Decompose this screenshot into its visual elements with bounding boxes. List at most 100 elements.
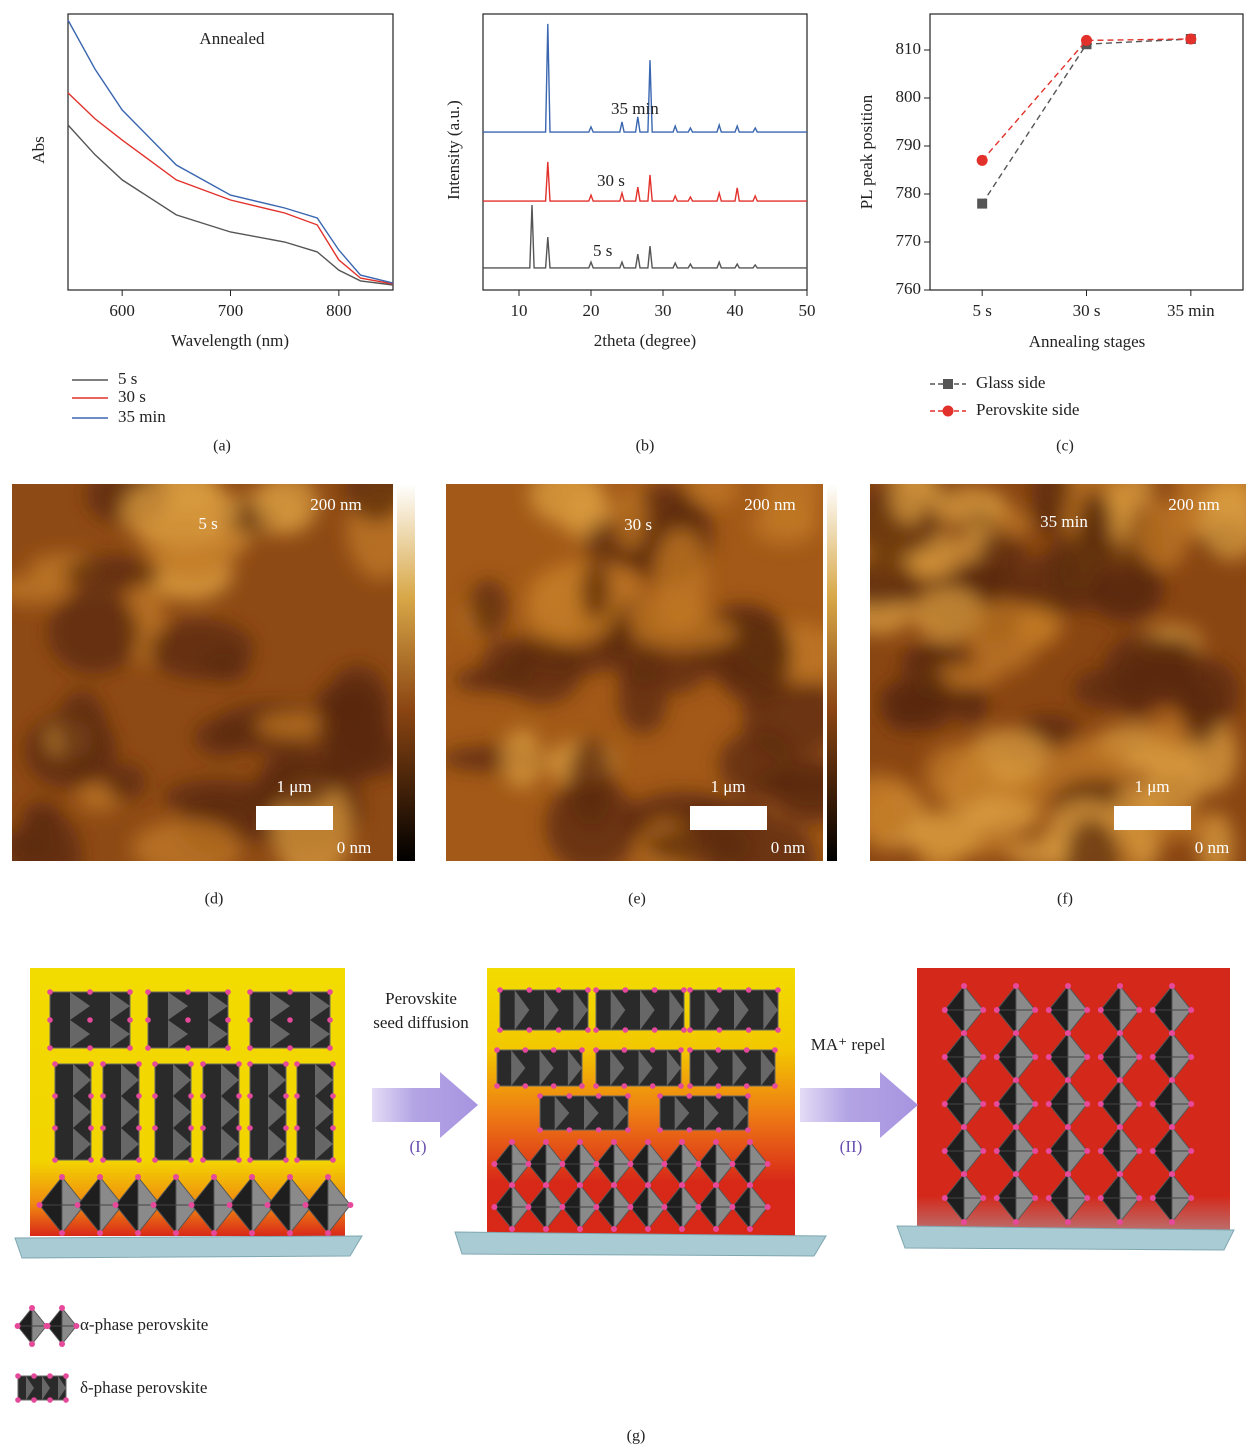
step-label: (I) bbox=[410, 1137, 427, 1156]
atom bbox=[247, 1045, 253, 1051]
atom bbox=[330, 1093, 336, 1099]
atom bbox=[527, 1027, 533, 1033]
atom bbox=[227, 1202, 233, 1208]
atom bbox=[559, 1161, 565, 1167]
atom bbox=[37, 1202, 43, 1208]
atom bbox=[491, 1161, 497, 1167]
x-axis-title: Wavelength (nm) bbox=[171, 331, 289, 350]
atom bbox=[47, 1373, 53, 1379]
grain bbox=[836, 556, 918, 607]
grain bbox=[64, 556, 161, 591]
legend-label: Glass side bbox=[976, 373, 1045, 392]
atom bbox=[585, 987, 591, 993]
atom bbox=[678, 1047, 684, 1053]
atom bbox=[135, 1230, 141, 1236]
atom bbox=[127, 1045, 133, 1051]
atom bbox=[327, 989, 333, 995]
atom bbox=[100, 1093, 106, 1099]
atom bbox=[1013, 983, 1019, 989]
atom bbox=[1150, 1007, 1156, 1013]
arrow-label: Perovskite bbox=[385, 989, 457, 1008]
atom bbox=[1065, 1030, 1071, 1036]
atom bbox=[593, 1161, 599, 1167]
grain bbox=[1163, 636, 1201, 710]
figure: 5 s200 nm1 μm0 nm(d)30 s200 nm1 μm0 nm(e… bbox=[0, 0, 1246, 1450]
atom bbox=[287, 989, 293, 995]
atom bbox=[189, 1202, 195, 1208]
y-tick-label: 790 bbox=[896, 135, 922, 154]
atom bbox=[188, 1125, 194, 1131]
atom bbox=[1013, 1219, 1019, 1225]
atom bbox=[961, 1171, 967, 1177]
atom bbox=[713, 1139, 719, 1145]
atom bbox=[127, 989, 133, 995]
atom bbox=[559, 1204, 565, 1210]
atom bbox=[543, 1226, 549, 1232]
grain bbox=[889, 456, 929, 523]
atom bbox=[713, 1226, 719, 1232]
atom bbox=[151, 1202, 157, 1208]
atom bbox=[687, 1083, 693, 1089]
x-tick-label: 30 s bbox=[1073, 301, 1101, 320]
atom bbox=[1046, 1054, 1052, 1060]
atom bbox=[942, 1148, 948, 1154]
atom bbox=[29, 1305, 35, 1311]
series-line bbox=[68, 125, 393, 285]
atom bbox=[775, 987, 781, 993]
atom bbox=[47, 1017, 53, 1023]
scale-bar bbox=[690, 806, 767, 830]
atom bbox=[1169, 1124, 1175, 1130]
atom bbox=[145, 1017, 151, 1023]
atom bbox=[627, 1161, 633, 1167]
atom bbox=[551, 1047, 557, 1053]
grain bbox=[325, 665, 391, 755]
x-tick-label: 800 bbox=[326, 301, 352, 320]
atom bbox=[88, 1157, 94, 1163]
grain bbox=[132, 820, 242, 877]
grain bbox=[835, 773, 920, 839]
atom bbox=[59, 1174, 65, 1180]
atom bbox=[980, 1148, 986, 1154]
atom bbox=[1117, 1030, 1123, 1036]
atom bbox=[325, 1230, 331, 1236]
atom bbox=[652, 1027, 658, 1033]
atom bbox=[1065, 1077, 1071, 1083]
legend-marker bbox=[943, 406, 954, 417]
atom bbox=[63, 1373, 69, 1379]
atom bbox=[225, 989, 231, 995]
atom bbox=[249, 1174, 255, 1180]
atom bbox=[657, 1093, 663, 1099]
atom bbox=[491, 1204, 497, 1210]
time-label: 5 s bbox=[198, 514, 217, 533]
atom bbox=[200, 1157, 206, 1163]
colorbar bbox=[827, 484, 837, 861]
afm-image bbox=[441, 453, 867, 901]
atom bbox=[188, 1157, 194, 1163]
grain bbox=[632, 618, 738, 650]
atom bbox=[645, 1226, 651, 1232]
atom bbox=[1117, 1124, 1123, 1130]
atom bbox=[87, 1017, 93, 1023]
grain bbox=[504, 638, 582, 704]
atom bbox=[611, 1182, 617, 1188]
atom bbox=[745, 1127, 751, 1133]
atom bbox=[211, 1174, 217, 1180]
atom bbox=[73, 1323, 79, 1329]
grain bbox=[906, 813, 982, 860]
atom bbox=[1150, 1054, 1156, 1060]
atom bbox=[579, 1047, 585, 1053]
y-axis-title: Abs bbox=[29, 136, 48, 163]
caption: (g) bbox=[627, 1428, 646, 1445]
caption: (d) bbox=[205, 891, 224, 908]
atom bbox=[88, 1125, 94, 1131]
atom bbox=[681, 1027, 687, 1033]
atom bbox=[330, 1061, 336, 1067]
legend-label: 30 s bbox=[118, 387, 146, 406]
x-tick-label: 35 min bbox=[1167, 301, 1215, 320]
atom bbox=[657, 1127, 663, 1133]
atom bbox=[717, 1027, 723, 1033]
atom bbox=[593, 1027, 599, 1033]
atom bbox=[994, 1148, 1000, 1154]
atom bbox=[596, 1127, 602, 1133]
atom bbox=[1098, 1195, 1104, 1201]
